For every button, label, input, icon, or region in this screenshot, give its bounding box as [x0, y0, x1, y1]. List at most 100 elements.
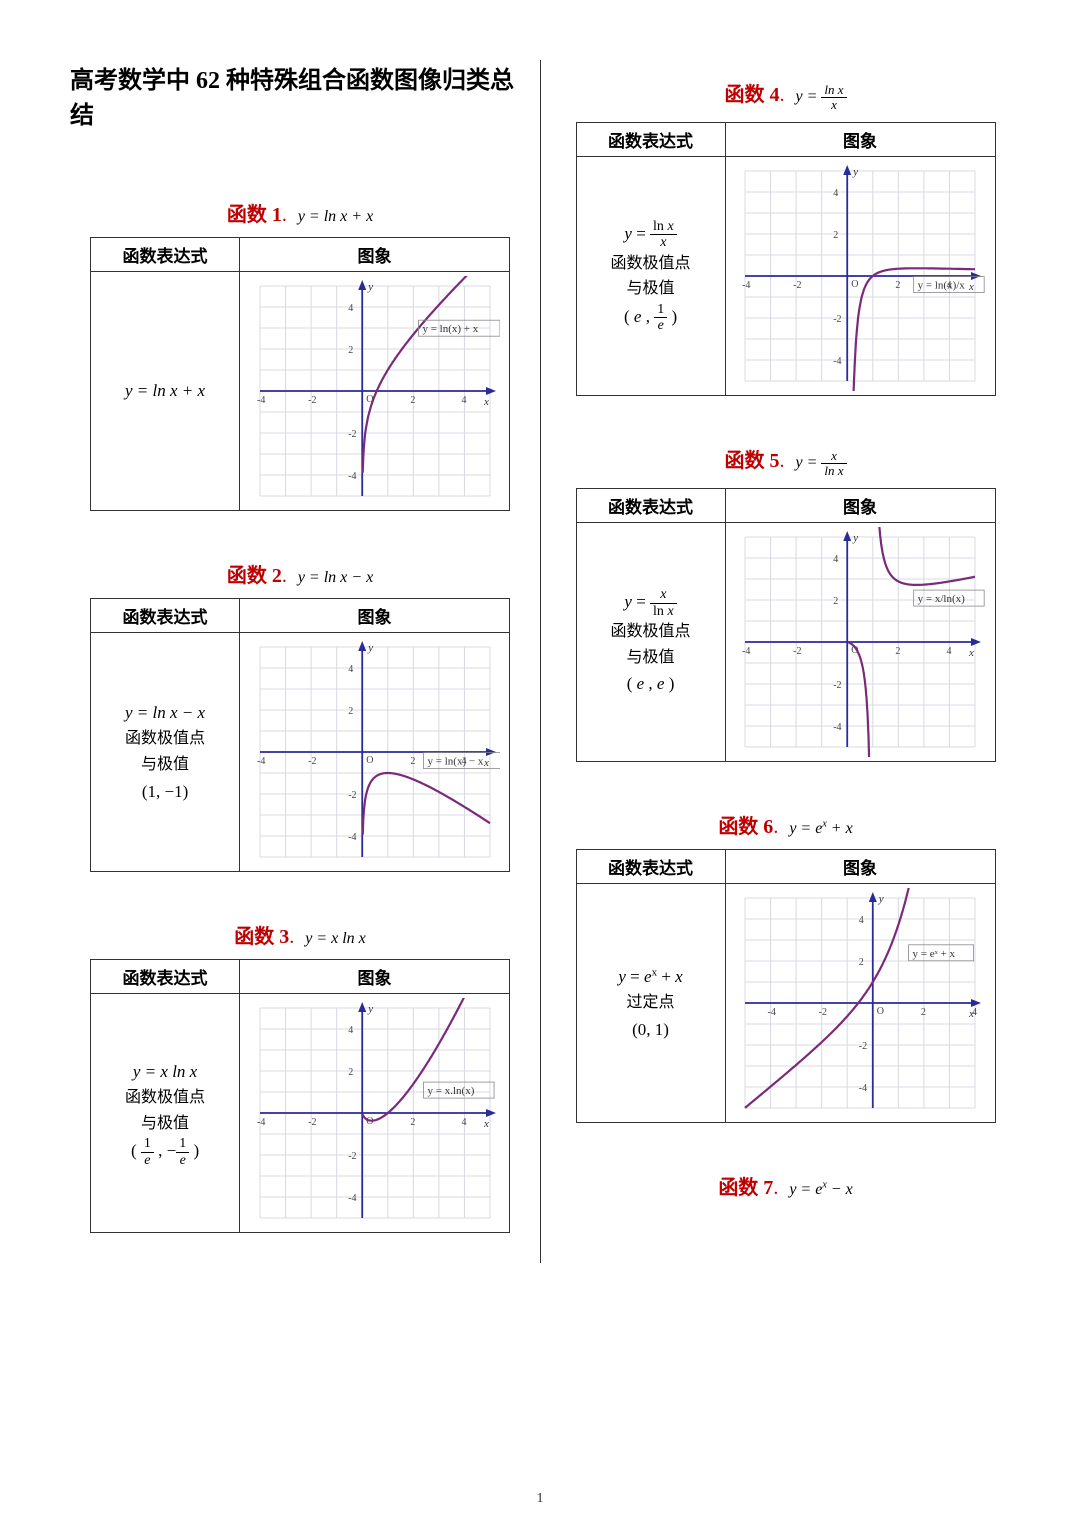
header-graph: 图象 — [240, 599, 510, 633]
svg-text:2: 2 — [921, 1007, 926, 1018]
svg-text:-2: -2 — [793, 646, 801, 657]
graph-cell-6: -4-4-2-22244Oxyy = eˣ + x — [725, 884, 995, 1123]
svg-text:2: 2 — [410, 1117, 415, 1128]
graph-fn-5: -4-4-2-22244Oxyy = x/ln(x) — [735, 527, 985, 757]
svg-text:x: x — [968, 647, 974, 659]
page-number: 1 — [537, 1491, 544, 1507]
svg-text:2: 2 — [859, 957, 864, 968]
graph-fn-6: -4-4-2-22244Oxyy = eˣ + x — [735, 888, 985, 1118]
svg-text:-4: -4 — [348, 471, 356, 482]
function-title-6: 函数 6. y = ex + x — [561, 810, 1010, 839]
header-graph: 图象 — [725, 123, 995, 157]
header-graph: 图象 — [725, 489, 995, 523]
function-table-2: 函数表达式 图象 y = ln x − x 函数极值点与极值(1, −1) -4… — [90, 598, 510, 872]
svg-text:x: x — [968, 1008, 974, 1020]
function-title-4: 函数 4. y = ln xx — [561, 78, 1010, 112]
function-title-2: 函数 2. y = ln x − x — [70, 559, 530, 588]
svg-text:-4: -4 — [859, 1083, 867, 1094]
svg-text:O: O — [366, 755, 373, 766]
header-graph: 图象 — [240, 238, 510, 272]
header-expr: 函数表达式 — [576, 850, 725, 884]
svg-text:2: 2 — [348, 706, 353, 717]
svg-text:y = ln(x) + x: y = ln(x) + x — [422, 323, 478, 335]
svg-text:-2: -2 — [859, 1041, 867, 1052]
graph-cell-1: -4-4-2-22244Oxyy = ln(x) + x — [240, 272, 510, 511]
svg-text:-4: -4 — [768, 1007, 776, 1018]
page: 高考数学中 62 种特殊组合函数图像归类总结 函数 1. y = ln x + … — [70, 60, 1010, 1263]
svg-text:4: 4 — [833, 188, 838, 199]
svg-text:4: 4 — [946, 646, 951, 657]
left-column: 高考数学中 62 种特殊组合函数图像归类总结 函数 1. y = ln x + … — [70, 60, 540, 1263]
header-expr: 函数表达式 — [91, 238, 240, 272]
svg-text:-4: -4 — [257, 756, 265, 767]
graph-fn-2: -4-4-2-22244Oxyy = ln(x) − x — [250, 637, 500, 867]
graph-fn-3: -4-4-2-22244Oxyy = x.ln(x) — [250, 998, 500, 1228]
svg-text:2: 2 — [895, 646, 900, 657]
page-title: 高考数学中 62 种特殊组合函数图像归类总结 — [70, 60, 530, 130]
svg-text:y = ln(x)/x: y = ln(x)/x — [918, 280, 966, 292]
svg-text:2: 2 — [410, 756, 415, 767]
expr-cell-6: y = ex + x 过定点(0, 1) — [576, 884, 725, 1123]
svg-text:-4: -4 — [742, 280, 750, 291]
svg-text:-2: -2 — [308, 395, 316, 406]
header-expr: 函数表达式 — [91, 599, 240, 633]
svg-text:-2: -2 — [308, 756, 316, 767]
header-expr: 函数表达式 — [576, 123, 725, 157]
svg-text:x: x — [483, 396, 489, 408]
svg-text:4: 4 — [833, 554, 838, 565]
header-graph: 图象 — [240, 960, 510, 994]
svg-text:O: O — [851, 279, 858, 290]
svg-text:y = x.ln(x): y = x.ln(x) — [427, 1085, 474, 1097]
svg-text:4: 4 — [348, 664, 353, 675]
svg-text:-4: -4 — [348, 832, 356, 843]
svg-text:-2: -2 — [833, 680, 841, 691]
svg-text:4: 4 — [461, 395, 466, 406]
svg-text:y = x/ln(x): y = x/ln(x) — [918, 593, 965, 605]
graph-cell-2: -4-4-2-22244Oxyy = ln(x) − x — [240, 633, 510, 872]
graph-cell-4: -4-4-2-22244Oxyy = ln(x)/x — [725, 157, 995, 396]
svg-text:-4: -4 — [257, 395, 265, 406]
svg-text:y: y — [367, 642, 373, 654]
graph-cell-5: -4-4-2-22244Oxyy = x/ln(x) — [725, 523, 995, 762]
svg-text:-2: -2 — [793, 280, 801, 291]
svg-text:2: 2 — [410, 395, 415, 406]
function-table-3: 函数表达式 图象 y = x ln x 函数极值点与极值 ( 1e , −1e … — [90, 959, 510, 1233]
svg-text:x: x — [483, 757, 489, 769]
svg-text:y: y — [852, 532, 858, 544]
svg-text:x: x — [968, 281, 974, 293]
svg-text:y: y — [367, 281, 373, 293]
svg-text:y: y — [852, 166, 858, 178]
expr-cell-1: y = ln x + x — [91, 272, 240, 511]
graph-cell-3: -4-4-2-22244Oxyy = x.ln(x) — [240, 994, 510, 1233]
function-title-1: 函数 1. y = ln x + x — [70, 198, 530, 227]
expr-cell-4: y = ln xx 函数极值点与极值 ( e , 1e ) — [576, 157, 725, 396]
svg-text:-4: -4 — [742, 646, 750, 657]
svg-text:-2: -2 — [308, 1117, 316, 1128]
svg-text:x: x — [483, 1118, 489, 1130]
svg-text:2: 2 — [348, 1067, 353, 1078]
svg-text:-2: -2 — [348, 1151, 356, 1162]
graph-fn-1: -4-4-2-22244Oxyy = ln(x) + x — [250, 276, 500, 506]
header-expr: 函数表达式 — [576, 489, 725, 523]
svg-text:-2: -2 — [348, 429, 356, 440]
svg-text:-4: -4 — [348, 1193, 356, 1204]
function-table-5: 函数表达式 图象 y = xln x 函数极值点与极值 ( e , e ) -4… — [576, 488, 996, 762]
function-title-7: 函数 7. y = ex − x — [561, 1171, 1010, 1200]
svg-text:4: 4 — [859, 915, 864, 926]
svg-text:-4: -4 — [833, 722, 841, 733]
function-table-4: 函数表达式 图象 y = ln xx 函数极值点与极值 ( e , 1e ) -… — [576, 122, 996, 396]
svg-text:-4: -4 — [257, 1117, 265, 1128]
svg-text:y = ln(x) − x: y = ln(x) − x — [427, 756, 483, 768]
expr-cell-3: y = x ln x 函数极值点与极值 ( 1e , −1e ) — [91, 994, 240, 1233]
svg-text:-2: -2 — [819, 1007, 827, 1018]
function-table-6: 函数表达式 图象 y = ex + x 过定点(0, 1) -4 -4 -2 -2 2 2… — [576, 849, 996, 1123]
svg-text:-2: -2 — [348, 790, 356, 801]
function-title-3: 函数 3. y = x ln x — [70, 920, 530, 949]
expr-cell-2: y = ln x − x 函数极值点与极值(1, −1) — [91, 633, 240, 872]
svg-text:-4: -4 — [833, 356, 841, 367]
svg-text:2: 2 — [833, 230, 838, 241]
svg-text:2: 2 — [348, 345, 353, 356]
header-graph: 图象 — [725, 850, 995, 884]
svg-text:2: 2 — [895, 280, 900, 291]
svg-text:4: 4 — [348, 1025, 353, 1036]
